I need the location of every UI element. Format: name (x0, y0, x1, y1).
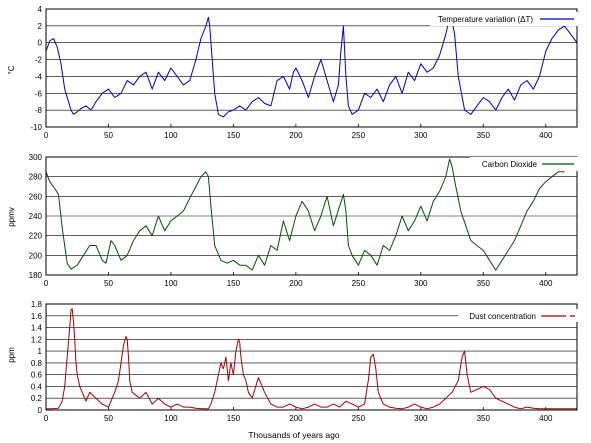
co2-y-ticks: 180 200 220 240 260 280 300 (29, 153, 43, 280)
temperature-y-tick-label: -10 (30, 123, 42, 132)
dust-x-tick-label: 400 (539, 414, 553, 423)
dust-series (46, 308, 577, 410)
co2-gridlines (46, 156, 577, 276)
co2-x-tick-label: 150 (227, 279, 241, 288)
temperature-x-tick-label: 400 (539, 131, 553, 140)
co2-x-ticks: 0 50 100 150 200 250 300 350 400 (44, 272, 553, 288)
temperature-legend: Temperature variation (ΔT) (430, 12, 580, 26)
temperature-x-tick-label: 200 (289, 131, 303, 140)
co2-y-tick-label: 280 (29, 173, 43, 182)
co2-y-tick-label: 200 (29, 251, 43, 260)
co2-x-tick-label: 200 (289, 279, 303, 288)
temperature-y-ticks: -10 -8 -6 -4 -2 0 2 4 (30, 5, 42, 132)
temperature-x-tick-label: 250 (352, 131, 366, 140)
dust-x-tick-label: 0 (44, 414, 49, 423)
co2-y-tick-label: 240 (29, 212, 43, 221)
temperature-x-tick-label: 350 (477, 131, 491, 140)
co2-y-tick-label: 220 (29, 232, 43, 241)
dust-y-tick-label: 1.4 (31, 324, 43, 333)
temperature-panel: °C -10 -8 -6 -4 -2 0 2 4 0 50 100 150 200 250 300 350 4… (7, 5, 580, 140)
dust-x-tick-label: 350 (477, 414, 491, 423)
dust-legend-label: Dust concentration (469, 312, 536, 321)
dust-x-ticks: 0 50 100 150 200 250 300 350 400 (44, 407, 553, 423)
dust-x-tick-label: 50 (104, 414, 113, 423)
temperature-line (45, 16, 578, 118)
dust-x-tick-label: 100 (164, 414, 178, 423)
dust-panel: ppm 0 0.2 0.4 0.6 0.8 1 1.2 1.4 1.6 1.8 0 50 100 150… (7, 300, 580, 423)
co2-y-tick-label: 300 (29, 153, 43, 162)
dust-legend: Dust concentration (458, 309, 580, 322)
temperature-x-tick-label: 0 (44, 131, 49, 140)
dust-y-tick-label: 0.6 (31, 371, 43, 380)
co2-x-tick-label: 250 (352, 279, 366, 288)
temperature-y-tick-label: 2 (38, 22, 43, 31)
x-axis-label: Thousands of years ago (248, 430, 339, 440)
temperature-y-tick-label: -6 (35, 89, 43, 98)
co2-x-tick-label: 50 (104, 279, 113, 288)
temperature-x-ticks: 0 50 100 150 200 250 300 350 400 (44, 124, 553, 140)
dust-y-tick-label: 0.4 (31, 382, 43, 391)
dust-x-tick-label: 300 (414, 414, 428, 423)
temperature-ylabel: °C (7, 65, 16, 74)
co2-legend-label: Carbon Dioxide (482, 160, 538, 169)
temperature-y-tick-label: -8 (35, 106, 43, 115)
temperature-x-tick-label: 150 (227, 131, 241, 140)
temperature-y-tick-label: -2 (35, 56, 43, 65)
dust-y-tick-label: 1.6 (31, 312, 43, 321)
temperature-plot-frame (45, 8, 578, 128)
dust-line (46, 308, 577, 410)
temperature-y-tick-label: 0 (38, 39, 43, 48)
co2-panel: ppmv 180 200 220 240 260 280 300 0 50 100 150 200 2… (7, 153, 580, 288)
co2-plot-frame (45, 156, 578, 276)
co2-y-tick-label: 180 (29, 271, 43, 280)
dust-y-ticks: 0 0.2 0.4 0.6 0.8 1 1.2 1.4 1.6 1.8 (31, 300, 43, 415)
temperature-legend-box (430, 12, 580, 26)
co2-x-tick-label: 300 (414, 279, 428, 288)
dust-y-tick-label: 1.8 (31, 300, 43, 309)
temperature-gridlines (46, 8, 577, 128)
dust-y-tick-label: 1.2 (31, 335, 43, 344)
temperature-series (45, 16, 578, 118)
temperature-x-tick-label: 50 (104, 131, 113, 140)
co2-x-tick-label: 0 (44, 279, 49, 288)
co2-ylabel: ppmv (7, 207, 16, 227)
dust-y-tick-label: 1 (38, 347, 43, 356)
dust-plot-frame (45, 303, 578, 411)
co2-y-tick-label: 260 (29, 192, 43, 201)
co2-legend: Carbon Dioxide (470, 157, 580, 171)
temperature-x-tick-label: 100 (164, 131, 178, 140)
co2-legend-box (470, 157, 580, 171)
co2-line (45, 158, 565, 271)
dust-x-tick-label: 200 (289, 414, 303, 423)
dust-y-tick-label: 0.8 (31, 359, 43, 368)
temperature-y-tick-label: -4 (35, 72, 43, 81)
dust-y-tick-label: 0 (38, 406, 43, 415)
co2-x-tick-label: 350 (477, 279, 491, 288)
dust-x-tick-label: 150 (227, 414, 241, 423)
dust-y-tick-label: 0.2 (31, 394, 43, 403)
dust-x-tick-label: 250 (352, 414, 366, 423)
temperature-x-tick-label: 300 (414, 131, 428, 140)
temperature-y-tick-label: 4 (38, 5, 43, 14)
co2-series (45, 158, 565, 271)
dust-ylabel: ppm (7, 347, 16, 363)
dust-legend-box (458, 309, 580, 322)
co2-x-tick-label: 400 (539, 279, 553, 288)
temperature-legend-label: Temperature variation (ΔT) (438, 15, 533, 24)
co2-x-tick-label: 100 (164, 279, 178, 288)
